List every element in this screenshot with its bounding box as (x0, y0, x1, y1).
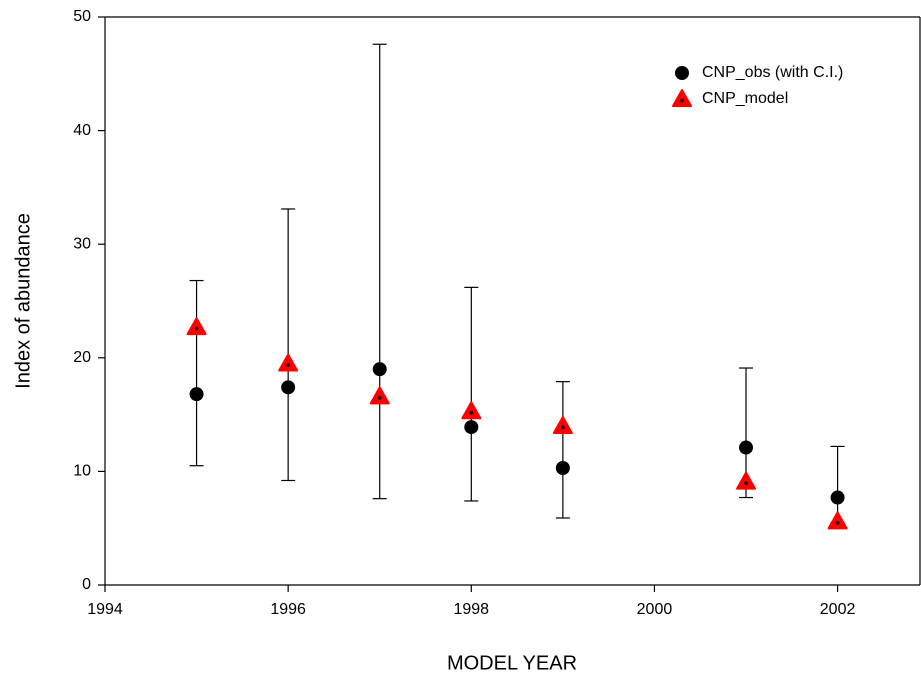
x-axis-label: MODEL YEAR (447, 652, 577, 674)
model-point (736, 471, 757, 490)
model-point (186, 317, 207, 336)
x-tick-label: 2002 (820, 601, 856, 618)
model-point-center (744, 481, 748, 485)
legend-marker (672, 89, 692, 107)
model-point-center (469, 410, 474, 415)
obs-point (555, 460, 570, 475)
x-tick-label: 2000 (637, 601, 673, 618)
model-point-center (286, 363, 290, 367)
y-axis-label: Index of abundance (12, 213, 34, 389)
legend-label: CNP_model (702, 90, 788, 107)
legend-marker (675, 66, 689, 80)
model-point (827, 511, 848, 530)
model-point-center (377, 396, 382, 400)
x-tick-label: 1994 (87, 601, 123, 618)
model-point-center (194, 326, 199, 331)
model-point (369, 386, 390, 405)
y-tick-label: 50 (73, 8, 91, 25)
model-point-center (835, 521, 840, 525)
obs-point (830, 490, 845, 505)
model-point (552, 415, 573, 434)
y-tick-label: 20 (73, 349, 91, 366)
obs-point (281, 380, 296, 395)
legend-label: CNP_obs (with C.I.) (702, 64, 843, 81)
y-tick-label: 30 (73, 235, 91, 252)
x-tick-label: 1998 (453, 601, 489, 618)
x-tick-label: 1996 (270, 601, 306, 618)
legend-marker-center (680, 98, 684, 103)
model-point-center (561, 425, 565, 430)
y-tick-label: 0 (82, 576, 91, 593)
obs-point (372, 362, 387, 377)
model-point (461, 401, 482, 420)
model-point (278, 353, 299, 372)
y-tick-label: 10 (73, 463, 91, 480)
obs-point (739, 440, 754, 455)
obs-point (464, 420, 479, 435)
y-tick-label: 40 (73, 122, 91, 139)
obs-point (189, 387, 204, 402)
